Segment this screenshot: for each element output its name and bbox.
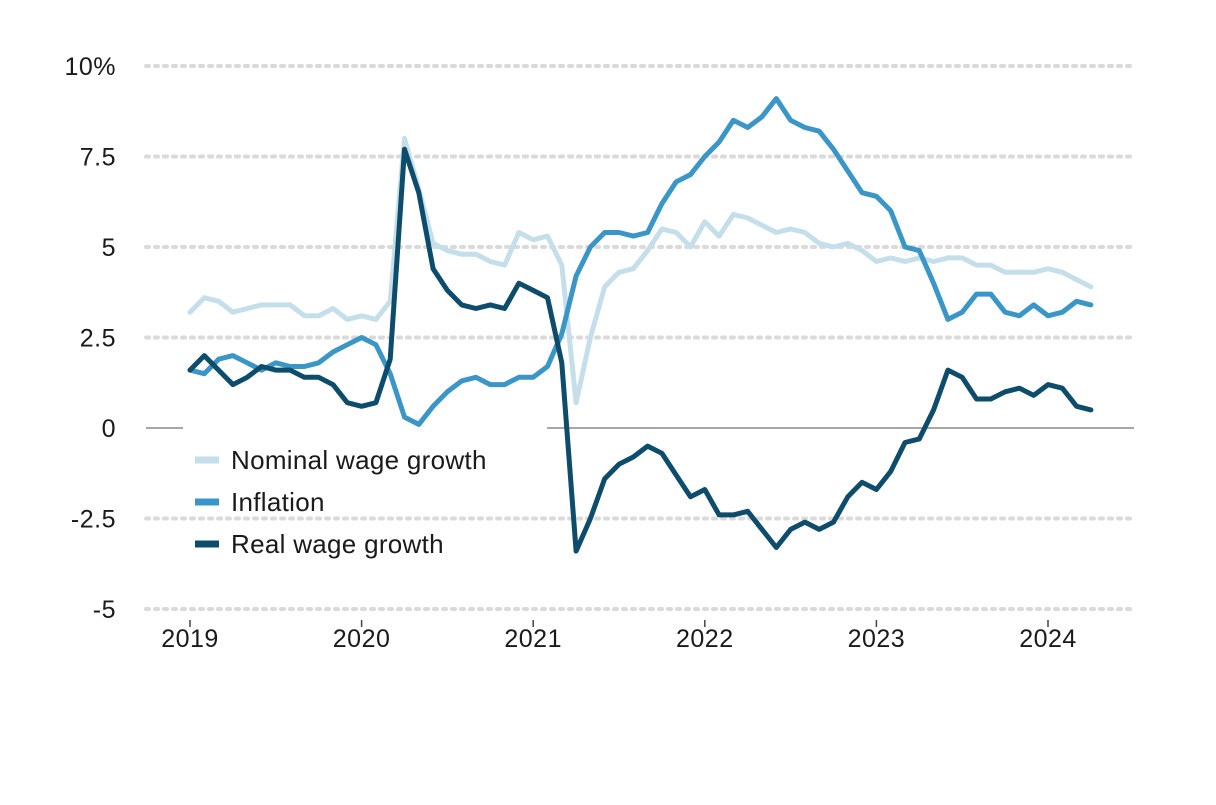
legend-label-real: Real wage growth (231, 529, 444, 559)
x-tick-label: 2021 (504, 625, 562, 653)
series-line-inflation (187, 96, 1094, 427)
y-tick-label: 0 (102, 415, 116, 443)
y-axis: 10% 7.5 5 2.5 0 -2.5 -5 (64, 53, 116, 624)
series-line-real (187, 146, 1094, 554)
x-tick-label: 2024 (1019, 625, 1077, 653)
y-tick-label: 2.5 (80, 325, 116, 353)
x-tick-label: 2022 (676, 625, 734, 653)
y-tick-label: 5 (102, 234, 116, 262)
x-tick-label: 2020 (333, 625, 391, 653)
legend: Nominal wage growth Inflation Real wage gr… (195, 445, 487, 559)
y-tick-label: -2.5 (71, 506, 116, 534)
gridlines (144, 64, 1136, 611)
y-tick-label: -5 (93, 596, 116, 624)
legend-label-inflation: Inflation (231, 487, 325, 517)
y-tick-label: 10% (64, 53, 116, 81)
series-lines (187, 96, 1094, 554)
y-tick-label: 7.5 (80, 144, 116, 172)
x-tick-label: 2023 (848, 625, 906, 653)
x-axis: 2019 2020 2021 2022 2023 2024 (161, 620, 1077, 653)
x-tick-label: 2019 (161, 625, 219, 653)
legend-label-nominal: Nominal wage growth (231, 445, 487, 475)
series-line-nominal (187, 135, 1094, 406)
